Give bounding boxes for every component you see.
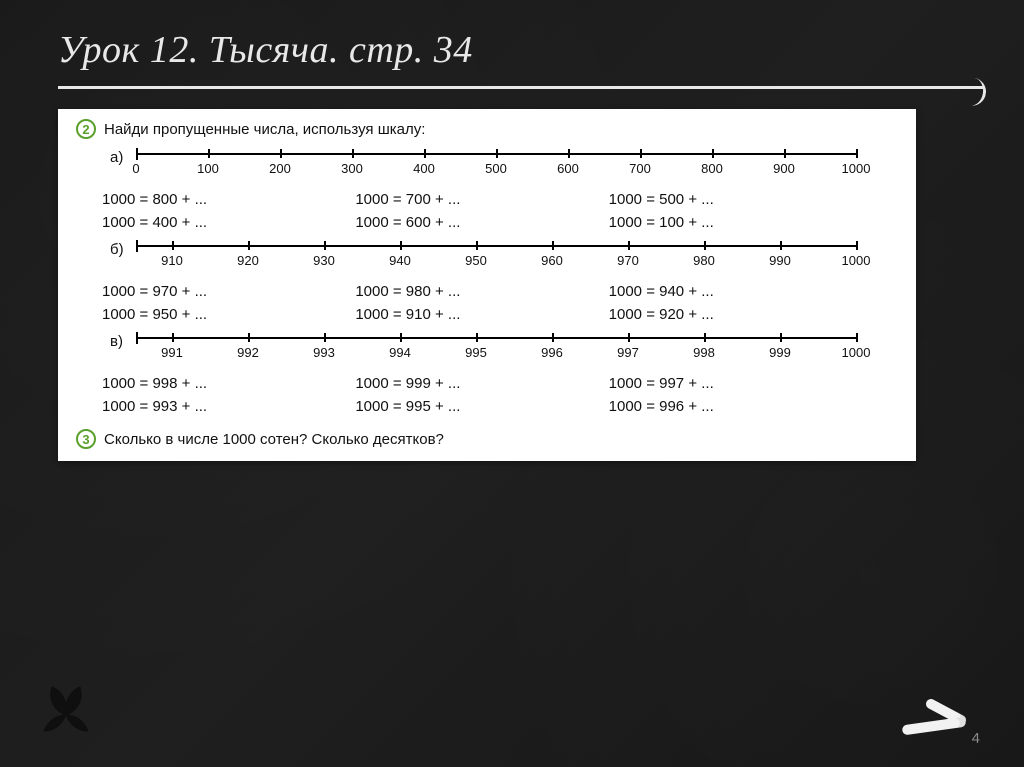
chalk-decoration-icon [902, 721, 966, 731]
exercise-2-part: а)01002003004005006007008009001000 [110, 149, 898, 181]
tick-label: 300 [341, 161, 363, 176]
number-line: 9919929939949959969979989991000 [136, 333, 856, 363]
tick-label: 100 [197, 161, 219, 176]
part-label: б) [110, 241, 136, 258]
equation: 1000 = 800 + ... [102, 191, 315, 208]
tick-label: 920 [237, 253, 259, 268]
exercise-number-badge: 3 [76, 429, 96, 449]
equation: 1000 = 997 + ... [609, 375, 822, 392]
tick-label: 1000 [842, 161, 871, 176]
tick-label: 910 [161, 253, 183, 268]
equation: 1000 = 100 + ... [609, 214, 822, 231]
tick-label: 700 [629, 161, 651, 176]
tick-label: 1000 [842, 345, 871, 360]
title-underline [0, 86, 1024, 89]
tick-label: 993 [313, 345, 335, 360]
equation: 1000 = 500 + ... [609, 191, 822, 208]
number-line: 01002003004005006007008009001000 [136, 149, 856, 179]
equation: 1000 = 600 + ... [355, 214, 568, 231]
exercise-2-part: в) 991 992 993 994 995 996 997 998 999 1000 [110, 333, 898, 365]
equation: 1000 = 999 + ... [355, 375, 568, 392]
tick-label: 992 [237, 345, 259, 360]
number-line: 9109209309409509609709809901000 [136, 241, 856, 271]
tick-label: 991 [161, 345, 183, 360]
page-number: 4 [972, 730, 980, 747]
tick-label: 1000 [842, 253, 871, 268]
equations-grid: 1000 = 800 + ... 1000 = 700 + ... 1000 = 5… [102, 191, 822, 231]
tick-label: 970 [617, 253, 639, 268]
tick-label: 930 [313, 253, 335, 268]
equation: 1000 = 920 + ... [609, 306, 822, 323]
slide-title: Урок 12. Тысяча. стр. 34 [0, 0, 1024, 86]
tick-label: 996 [541, 345, 563, 360]
tick-label: 600 [557, 161, 579, 176]
equation: 1000 = 998 + ... [102, 375, 315, 392]
tick-label: 999 [769, 345, 791, 360]
exercise-3-header: 3 Сколько в числе 1000 сотен? Сколько де… [76, 429, 898, 449]
equation: 1000 = 950 + ... [102, 306, 315, 323]
part-label: в) [110, 333, 136, 350]
worksheet: 2 Найди пропущенные числа, используя шка… [58, 109, 916, 461]
equation: 1000 = 940 + ... [609, 283, 822, 300]
equations-grid: 1000 = 998 + ... 1000 = 999 + ... 1000 = 9… [102, 375, 822, 415]
equation: 1000 = 996 + ... [609, 398, 822, 415]
equation: 1000 = 980 + ... [355, 283, 568, 300]
tick-label: 500 [485, 161, 507, 176]
equation: 1000 = 993 + ... [102, 398, 315, 415]
equation: 1000 = 400 + ... [102, 214, 315, 231]
leaf-decoration-icon [34, 675, 98, 739]
tick-label: 994 [389, 345, 411, 360]
exercise-2-part: б) 910 920 930 940 950 960 970 980 990 1000 [110, 241, 898, 273]
tick-label: 900 [773, 161, 795, 176]
exercise-2-header: 2 Найди пропущенные числа, используя шка… [76, 119, 898, 139]
tick-label: 980 [693, 253, 715, 268]
equation: 1000 = 970 + ... [102, 283, 315, 300]
tick-label: 0 [132, 161, 139, 176]
equations-grid: 1000 = 970 + ... 1000 = 980 + ... 1000 = 9… [102, 283, 822, 323]
tick-label: 800 [701, 161, 723, 176]
tick-label: 990 [769, 253, 791, 268]
equation: 1000 = 700 + ... [355, 191, 568, 208]
tick-label: 997 [617, 345, 639, 360]
tick-label: 995 [465, 345, 487, 360]
exercise-2-instruction: Найди пропущенные числа, используя шкалу… [104, 121, 425, 138]
tick-label: 998 [693, 345, 715, 360]
tick-label: 940 [389, 253, 411, 268]
tick-label: 200 [269, 161, 291, 176]
tick-label: 950 [465, 253, 487, 268]
tick-label: 400 [413, 161, 435, 176]
equation: 1000 = 910 + ... [355, 306, 568, 323]
exercise-number-badge: 2 [76, 119, 96, 139]
equation: 1000 = 995 + ... [355, 398, 568, 415]
tick-label: 960 [541, 253, 563, 268]
exercise-3-text: Сколько в числе 1000 сотен? Сколько деся… [104, 431, 444, 448]
